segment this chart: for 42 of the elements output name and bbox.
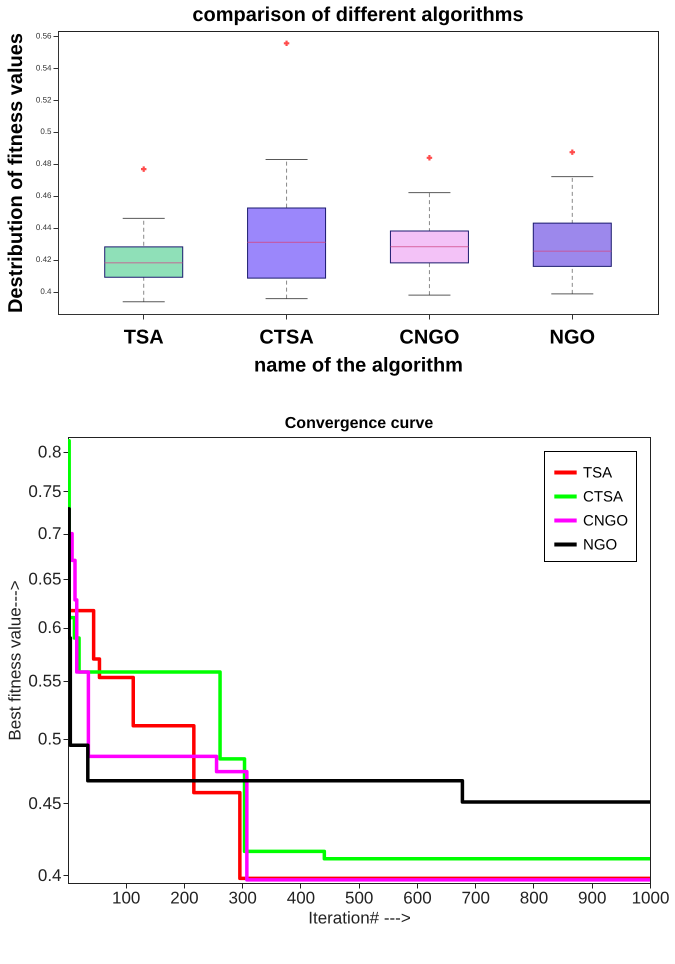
- y-tick-label: 0.5: [40, 127, 52, 136]
- y-tick-label: 0.46: [36, 191, 52, 200]
- y-tick-label: 0.7: [38, 524, 62, 544]
- y-tick-label: 0.55: [28, 671, 62, 690]
- x-tick-label: 100: [112, 888, 140, 908]
- y-tick-label: 0.65: [28, 569, 62, 588]
- x-tick-label: 600: [403, 888, 432, 908]
- y-tick-label: 0.75: [28, 482, 62, 501]
- y-tick-label: 0.4: [40, 287, 52, 296]
- x-tick-label: TSA: [124, 326, 164, 348]
- x-tick-label: CNGO: [399, 326, 460, 348]
- x-tick-label: 1000: [632, 888, 670, 908]
- x-tick-label: 700: [462, 888, 490, 908]
- chart-title: comparison of different algorithms: [192, 4, 524, 26]
- x-tick-label: 200: [170, 888, 199, 908]
- x-tick-label: 800: [520, 888, 548, 908]
- y-tick-label: 0.5: [38, 730, 62, 749]
- y-tick-label: 0.4: [38, 866, 62, 885]
- y-tick-label: 0.56: [36, 31, 52, 40]
- y-tick-label: 0.48: [36, 159, 52, 168]
- y-tick-label: 0.52: [36, 95, 52, 104]
- x-tick-label: 300: [228, 888, 257, 908]
- y-tick-label: 0.8: [38, 442, 62, 462]
- y-tick-label: 0.44: [36, 223, 52, 232]
- legend-label: CTSA: [583, 488, 624, 506]
- x-axis-title: Iteration# --->: [308, 908, 411, 928]
- chart-title: Convergence curve: [284, 415, 434, 432]
- y-tick-label: 0.54: [36, 63, 52, 72]
- x-tick-label: NGO: [550, 326, 596, 348]
- x-tick-label: 400: [286, 888, 316, 908]
- y-tick-label: 0.45: [28, 794, 62, 813]
- legend-label: NGO: [583, 536, 618, 554]
- legend-label: TSA: [583, 464, 612, 482]
- x-tick-label: CTSA: [259, 326, 314, 348]
- y-axis-title: Destribution of fitness values: [4, 32, 27, 314]
- x-axis-title: name of the algorithm: [254, 354, 463, 376]
- y-axis-title: Best fitness value--->: [5, 580, 24, 741]
- legend-label: CNGO: [583, 512, 628, 530]
- x-tick-label: 900: [578, 888, 606, 908]
- y-tick-label: 0.6: [38, 618, 62, 638]
- x-tick-label: 500: [345, 888, 374, 908]
- y-tick-label: 0.42: [36, 255, 52, 264]
